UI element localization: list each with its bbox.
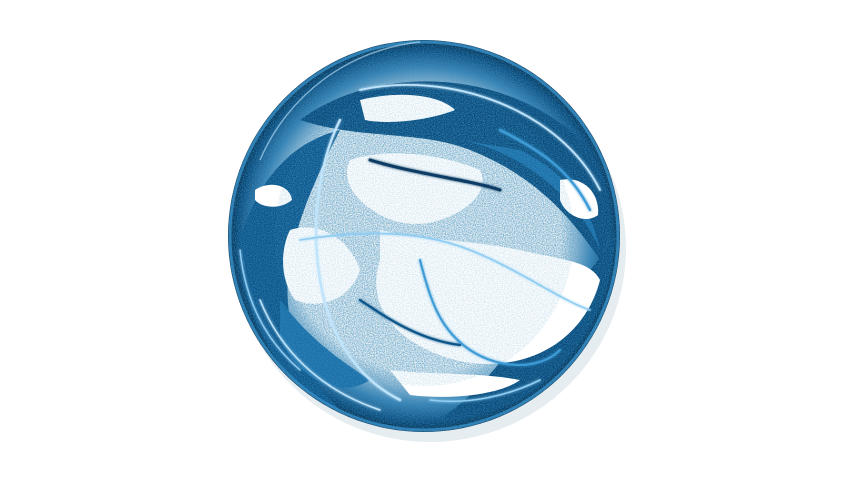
orb-outline <box>228 40 620 432</box>
orb-interior <box>228 40 620 432</box>
energy-filaments <box>239 84 601 411</box>
